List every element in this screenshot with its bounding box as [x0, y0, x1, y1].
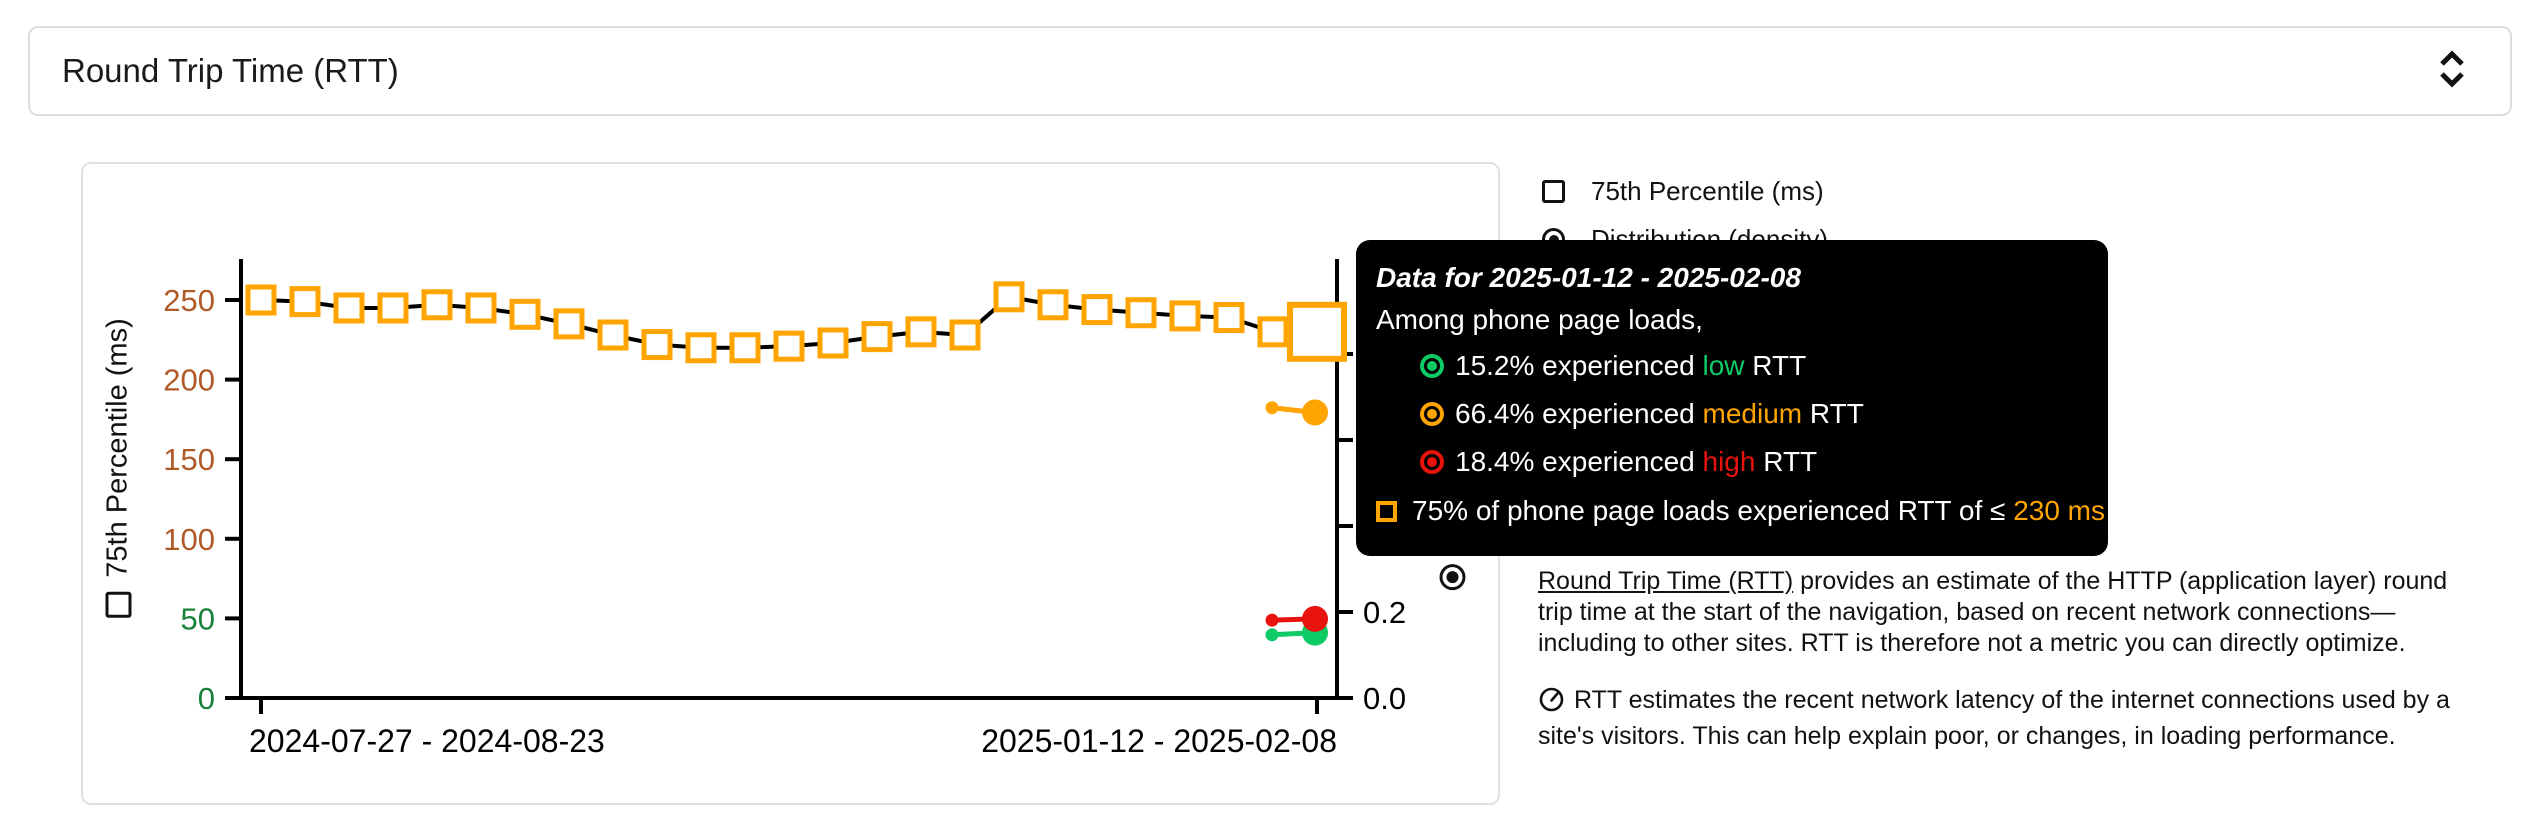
rtt-link[interactable]: Round Trip Time (RTT): [1538, 567, 1794, 595]
svg-text:0: 0: [198, 681, 215, 716]
svg-text:200: 200: [163, 363, 215, 398]
tooltip: Data for 2025-01-12 - 2025-02-08 Among p…: [1356, 240, 2108, 556]
tooltip-row-high: 18.4% experienced high RTT: [1424, 438, 2088, 486]
metric-select[interactable]: Round Trip Time (RTT): [28, 26, 2512, 116]
legend-item-percentile[interactable]: 75th Percentile (ms): [1542, 176, 1828, 207]
tooltip-title: Data for 2025-01-12 - 2025-02-08: [1376, 262, 1801, 293]
svg-text:2025-01-12 - 2025-02-08: 2025-01-12 - 2025-02-08: [981, 723, 1337, 759]
tooltip-row-low-text: 15.2% experienced low RTT: [1455, 350, 1807, 381]
select-chevrons-icon: [2434, 46, 2470, 97]
p75-square-icon: [1376, 500, 1397, 522]
low-density-dot-icon: [1424, 358, 1440, 374]
metric-select-value: Round Trip Time (RTT): [62, 52, 399, 89]
tooltip-row-medium: 66.4% experienced medium RTT: [1424, 390, 2088, 438]
description-p1: Round Trip Time (RTT) provides an estima…: [1538, 566, 2452, 659]
medium-density-dot-icon: [1424, 406, 1440, 422]
svg-text:150: 150: [163, 442, 215, 477]
gauge-icon: [1538, 686, 1565, 721]
tooltip-row-high-text: 18.4% experienced high RTT: [1455, 446, 1818, 477]
y-axis-checkbox-icon: [105, 591, 131, 618]
description-p2: RTT estimates the recent network latency…: [1538, 685, 2452, 752]
high-density-dot-icon: [1424, 454, 1440, 470]
svg-text:100: 100: [163, 522, 215, 557]
description: Round Trip Time (RTT) provides an estima…: [1538, 566, 2452, 752]
svg-text:250: 250: [163, 283, 215, 318]
legend-checkbox-icon: [1542, 180, 1565, 203]
tooltip-row-low: 15.2% experienced low RTT: [1424, 342, 2088, 390]
svg-text:2024-07-27 - 2024-08-23: 2024-07-27 - 2024-08-23: [249, 723, 605, 759]
tooltip-subtitle: Among phone page loads,: [1376, 304, 1703, 335]
legend-item-percentile-label: 75th Percentile (ms): [1591, 176, 1824, 206]
svg-text:0.0: 0.0: [1363, 681, 1406, 716]
y-axis-label: 75th Percentile (ms): [102, 318, 135, 618]
y-axis-label-text: 75th Percentile (ms): [101, 318, 134, 578]
description-p1-text: provides an estimate of the HTTP (applic…: [1538, 567, 2448, 657]
tooltip-p75-text: 75% of phone page loads experienced RTT …: [1412, 495, 2106, 526]
right-axis-radio-icon: [1439, 564, 1465, 591]
tooltip-p75-row: 75% of phone page loads experienced RTT …: [1376, 486, 2105, 536]
tooltip-row-medium-text: 66.4% experienced medium RTT: [1455, 398, 1864, 429]
description-p2-text: RTT estimates the recent network latency…: [1538, 686, 2450, 750]
svg-text:50: 50: [181, 601, 215, 636]
svg-text:0.2: 0.2: [1363, 595, 1406, 630]
